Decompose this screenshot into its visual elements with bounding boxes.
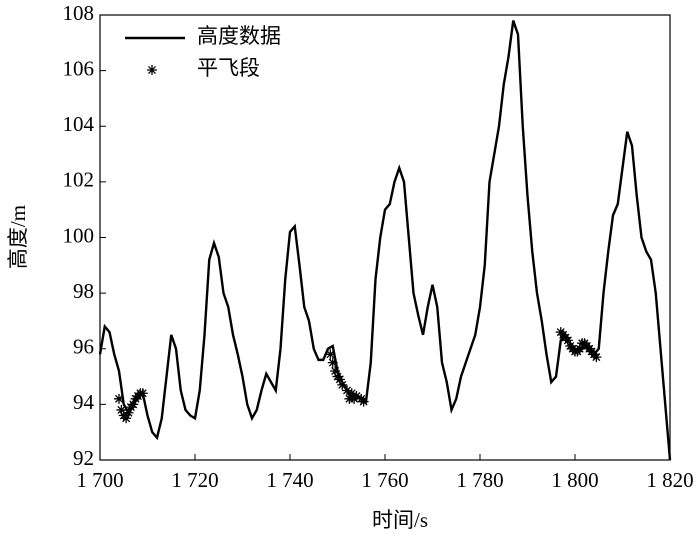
data-marker	[137, 388, 148, 399]
x-tick-label: 1 780	[456, 468, 503, 492]
data-marker	[337, 379, 348, 390]
data-marker	[346, 388, 357, 399]
y-tick-label: 96	[73, 335, 94, 359]
x-tick-label: 1 700	[76, 468, 123, 492]
data-marker	[123, 407, 134, 418]
data-marker	[128, 399, 139, 410]
x-tick-label: 1 720	[171, 468, 218, 492]
data-marker	[574, 343, 585, 354]
y-tick-label: 108	[63, 1, 95, 25]
y-tick-label: 92	[73, 446, 94, 470]
data-marker	[114, 393, 124, 404]
y-tick-label: 94	[73, 390, 95, 414]
legend-marker	[147, 65, 157, 75]
y-tick-label: 106	[63, 56, 95, 80]
y-axis-label: 高度/m	[6, 205, 30, 269]
legend-label: 高度数据	[197, 24, 281, 48]
plot-frame	[99, 14, 671, 461]
data-marker	[342, 385, 352, 396]
data-marker	[334, 374, 345, 385]
data-marker	[327, 357, 338, 368]
data-marker	[121, 413, 132, 424]
data-marker	[325, 349, 336, 360]
y-tick-label: 104	[63, 112, 95, 136]
x-tick-label: 1 760	[361, 468, 408, 492]
data-marker	[591, 352, 602, 363]
y-tick-label: 100	[63, 223, 95, 247]
data-marker	[358, 396, 369, 407]
x-axis-label: 时间/s	[372, 508, 428, 532]
data-marker	[116, 404, 127, 415]
data-marker	[562, 335, 573, 346]
data-marker	[330, 366, 341, 376]
x-tick-label: 1 740	[266, 468, 313, 492]
data-marker	[351, 391, 362, 402]
legend-label: 平飞段	[197, 56, 260, 80]
x-tick-label: 1 800	[551, 468, 598, 492]
y-tick-label: 98	[73, 279, 94, 303]
data-line	[98, 20, 672, 461]
x-tick-label: 1 820	[646, 468, 693, 492]
y-tick-label: 102	[63, 168, 95, 192]
